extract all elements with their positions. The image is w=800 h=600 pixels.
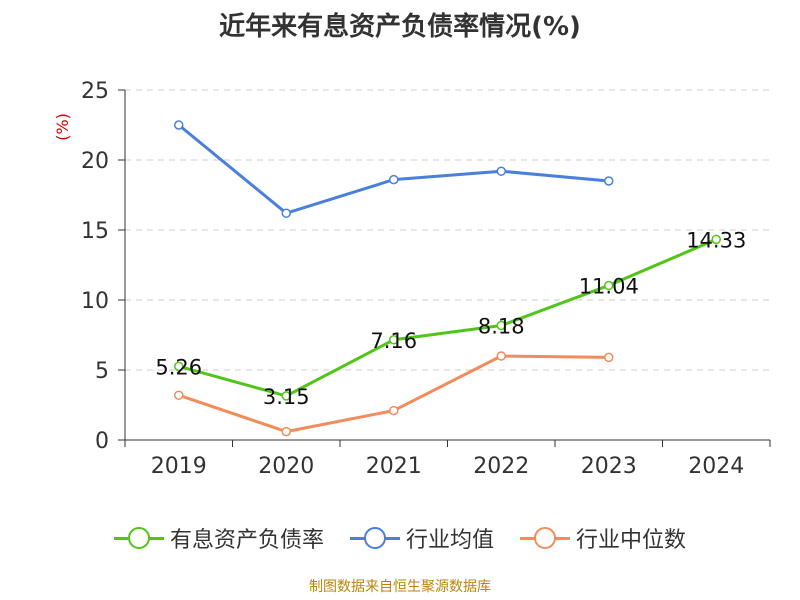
x-tick-label: 2022 xyxy=(473,454,529,479)
data-point xyxy=(389,405,399,416)
axes: 0 5 10 15 20 25 2019 2020 2021 2022 2023 2024 (%) xyxy=(53,79,771,479)
data-point xyxy=(496,320,506,331)
data-point xyxy=(174,361,184,372)
gridlines xyxy=(125,89,770,371)
series-line-0 xyxy=(178,238,717,398)
data-point xyxy=(496,166,506,176)
data-point xyxy=(174,390,184,400)
data-label: 11.04 xyxy=(579,274,639,298)
series-line-2 xyxy=(178,354,609,434)
legend-label: 有息资产负债率 xyxy=(169,528,324,553)
y-tick-label: 5 xyxy=(95,359,109,384)
data-point xyxy=(604,352,614,363)
data-point xyxy=(281,391,291,401)
data-point xyxy=(281,426,291,437)
x-tick-label: 2019 xyxy=(151,454,207,479)
data-labels: 5.26 3.15 7.16 8.18 11.04 14.33 xyxy=(155,228,746,409)
legend-label: 行业中位数 xyxy=(576,528,687,553)
data-point xyxy=(711,234,721,245)
data-point xyxy=(496,351,506,361)
series-line-1 xyxy=(177,123,609,215)
series-layer xyxy=(174,120,721,437)
y-axis-label: (%) xyxy=(53,113,72,141)
y-tick-label: 15 xyxy=(81,219,109,244)
data-label: 7.16 xyxy=(370,329,417,353)
data-point xyxy=(174,120,184,130)
data-label: 3.15 xyxy=(263,385,310,409)
y-tick-label: 0 xyxy=(95,429,109,454)
legend-item-2[interactable]: 行业中位数 xyxy=(520,522,686,554)
chart-title: 近年来有息资产负债率情况(%) xyxy=(219,12,581,42)
legend-item-1[interactable]: 行业均值 xyxy=(349,522,494,554)
data-point xyxy=(281,208,291,218)
legend-swatch xyxy=(113,526,164,550)
x-tick-label: 2020 xyxy=(258,454,314,479)
data-point xyxy=(604,280,614,291)
legend-swatch xyxy=(520,526,570,550)
data-label: 5.26 xyxy=(155,355,202,379)
y-tick-label: 20 xyxy=(81,149,109,174)
data-point xyxy=(604,176,614,186)
data-label: 8.18 xyxy=(478,314,525,338)
legend-swatch xyxy=(349,526,400,550)
x-tick-label: 2024 xyxy=(688,454,744,479)
source-note: 制图数据来自恒生聚源数据库 xyxy=(309,579,491,595)
data-point xyxy=(389,335,399,345)
x-tick-label: 2021 xyxy=(366,454,422,479)
legend: 有息资产负债率 行业均值 行业中位数 xyxy=(0,520,800,556)
x-tick-label: 2023 xyxy=(581,454,637,479)
data-label: 14.33 xyxy=(686,228,746,252)
data-point xyxy=(389,174,399,185)
y-tick-label: 10 xyxy=(81,289,109,314)
legend-item-0[interactable]: 有息资产负债率 xyxy=(113,522,324,554)
y-tick-label: 25 xyxy=(81,79,109,104)
legend-label: 行业均值 xyxy=(405,528,494,553)
